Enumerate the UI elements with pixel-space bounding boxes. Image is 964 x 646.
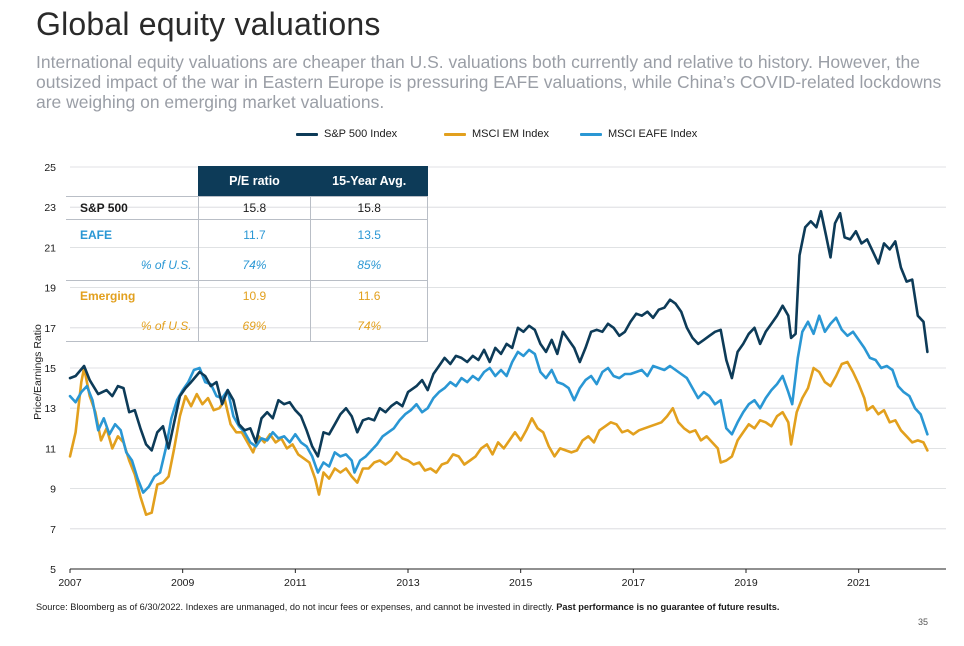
- source-disclaimer: Past performance is no guarantee of futu…: [556, 602, 780, 612]
- row-label-eafe-pct: % of U.S.: [140, 258, 192, 272]
- legend-swatch-msci-em: [444, 132, 466, 136]
- table-header-row: P/E ratio 15-Year Avg.: [66, 166, 428, 197]
- row-label-eafe: EAFE: [66, 219, 199, 250]
- x-tick-label-2015: 2015: [509, 577, 533, 589]
- page-subtitle: International equity valuations are chea…: [36, 52, 942, 112]
- table-header-blank: [66, 166, 198, 197]
- table-row-eafe: EAFE 11.7 13.5: [66, 219, 428, 250]
- page-number: 35: [918, 617, 929, 627]
- x-tick-label-2013: 2013: [396, 577, 420, 589]
- page-title: Global equity valuations: [36, 6, 381, 42]
- table-header-avg: 15-Year Avg.: [310, 166, 428, 197]
- y-tick-label-15: 15: [44, 363, 56, 375]
- row-avg-emerging: 11.6: [310, 280, 428, 311]
- legend-swatch-msci-eafe: [580, 132, 602, 136]
- row-pe-emerging-pct: 69%: [197, 311, 311, 342]
- series-line-msci-em-index: [68, 360, 929, 516]
- y-tick-label-9: 9: [50, 484, 56, 496]
- y-tick-label-7: 7: [50, 524, 56, 536]
- y-tick-label-19: 19: [44, 283, 56, 295]
- y-tick-label-5: 5: [50, 564, 56, 576]
- table-row-eafe-pct: % of U.S. 74% 85%: [66, 250, 428, 281]
- y-tick-label-11: 11: [45, 443, 56, 455]
- row-avg-eafe: 13.5: [310, 219, 428, 250]
- y-tick-label-23: 23: [44, 202, 56, 214]
- table-row-sp500: S&P 500 15.8 15.8: [66, 196, 428, 220]
- row-avg-emerging-pct: 74%: [310, 311, 428, 342]
- x-axis: 2007 2009 2011 2013 2015 2017 2019 2021: [58, 569, 871, 589]
- x-tick-label-2007: 2007: [58, 577, 82, 589]
- valuation-table: P/E ratio 15-Year Avg. S&P 500 15.8 15.8…: [66, 166, 428, 342]
- table-row-emerging-pct: % of U.S. 69% 74%: [66, 311, 428, 342]
- row-avg-eafe-pct: 85%: [310, 250, 428, 281]
- legend-label-sp500: S&P 500 Index: [324, 128, 398, 140]
- x-tick-label-2017: 2017: [622, 577, 646, 589]
- series-line-s-p-500-index: [68, 209, 929, 458]
- row-pe-eafe: 11.7: [197, 219, 311, 250]
- row-pe-sp500: 15.8: [197, 196, 311, 220]
- row-label-sp500: S&P 500: [66, 196, 199, 220]
- table-row-emerging: Emerging 10.9 11.6: [66, 280, 428, 311]
- legend-item-sp500: S&P 500 Index: [296, 128, 397, 140]
- row-label-emerging: Emerging: [66, 280, 199, 311]
- y-tick-label-21: 21: [44, 242, 56, 254]
- y-tick-label-25: 25: [44, 162, 56, 174]
- row-pe-emerging: 10.9: [197, 280, 311, 311]
- legend-item-msci-em: MSCI EM Index: [444, 128, 549, 140]
- table-header-pe: P/E ratio: [198, 166, 311, 197]
- source-note: Source: Bloomberg as of 6/30/2022. Index…: [36, 602, 779, 612]
- series-line-msci-eafe-index: [68, 314, 929, 494]
- y-tick-label-17: 17: [44, 323, 56, 335]
- legend-label-msci-eafe: MSCI EAFE Index: [608, 128, 698, 140]
- series-lines: [68, 209, 929, 516]
- row-pe-eafe-pct: 74%: [197, 250, 311, 281]
- row-label-emerging-pct: % of U.S.: [66, 311, 199, 342]
- y-axis: 5 7 9 11 13 15 17 19 21 23 25: [44, 162, 56, 576]
- legend-swatch-sp500: [296, 132, 318, 136]
- legend-label-msci-em: MSCI EM Index: [472, 128, 550, 140]
- row-avg-sp500: 15.8: [310, 196, 428, 220]
- x-tick-label-2019: 2019: [734, 577, 758, 589]
- legend-item-msci-eafe: MSCI EAFE Index: [580, 128, 697, 140]
- x-tick-label-2011: 2011: [284, 577, 307, 589]
- x-tick-label-2021: 2021: [847, 577, 871, 589]
- y-tick-label-13: 13: [44, 403, 56, 415]
- x-tick-label-2009: 2009: [171, 577, 195, 589]
- y-axis-label: Price/Earnings Ratio: [32, 324, 44, 420]
- source-text: Source: Bloomberg as of 6/30/2022. Index…: [36, 602, 557, 612]
